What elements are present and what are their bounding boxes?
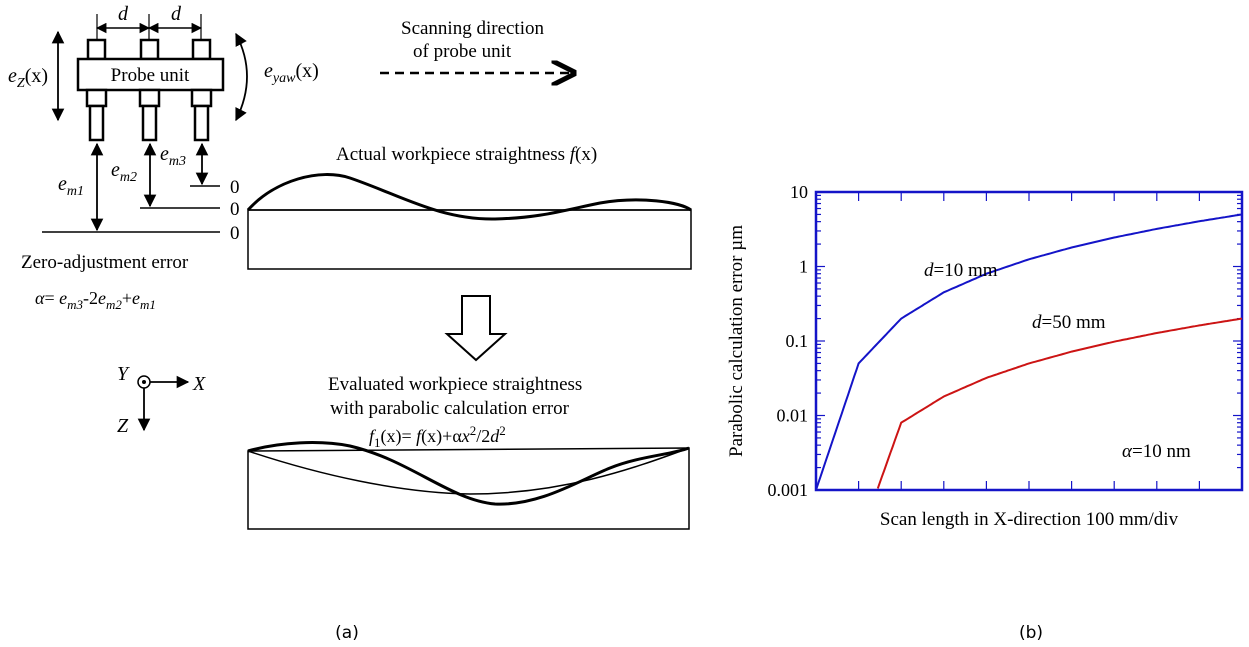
y-axis-label: Parabolic calculation error µm (726, 225, 747, 457)
scan-direction-line1: Scanning direction (401, 18, 544, 39)
probe-unit-label: Probe unit (111, 65, 190, 86)
zero-adjustment-arrows: 0 0 0 em1 em2 em3 (42, 142, 240, 244)
y-tick-labels: 10 1 0.1 0.01 0.001 (768, 182, 809, 500)
y-tick-label: 10 (790, 182, 808, 202)
evaluated-label-line1: Evaluated workpiece straightness (328, 374, 582, 395)
em3-label: em3 (160, 143, 186, 169)
alpha-annotation: α=10 nm (1122, 441, 1191, 462)
caption-b: (b) (1019, 623, 1043, 643)
ez-error: eZ(x) (8, 30, 65, 122)
actual-straightness-label: Actual workpiece straightness f(x) (336, 144, 597, 165)
ez-label: eZ(x) (8, 65, 48, 91)
transform-arrow-icon (444, 295, 508, 362)
y-tick-label: 0.1 (786, 331, 809, 351)
probe-3 (193, 104, 210, 142)
probe-unit: Probe unit (76, 38, 225, 142)
y-tick-label: 0.01 (777, 406, 809, 426)
scan-direction-line2: of probe unit (413, 41, 512, 62)
parabola-curve (247, 447, 690, 495)
y-tick-label: 1 (799, 257, 808, 277)
series-layer (815, 213, 1243, 491)
pitch-label-2: d (171, 3, 182, 25)
actual-workpiece (246, 173, 692, 270)
series-label-d10: d=10 mm (924, 260, 998, 281)
y-tick-label: 0.001 (768, 480, 809, 500)
evaluated-formula: f1(x)= f(x)+αx2/2d2 (369, 423, 506, 450)
panel-b: 10 1 0.1 0.01 0.001 Parabolic calculation er… (726, 182, 1244, 643)
zero-label-3: 0 (230, 177, 240, 198)
panel-a: Probe unit d d eZ(x) eyaw(x) (8, 3, 692, 643)
series-label-d50: d=50 mm (1032, 312, 1106, 333)
alpha-formula: α= em3-2em2+em1 (35, 288, 156, 312)
axis-y-label: Y (117, 363, 130, 385)
eyaw-error: eyaw(x) (235, 32, 319, 122)
probe-1 (88, 104, 105, 142)
eyaw-label: eyaw(x) (264, 60, 319, 86)
em1-label: em1 (58, 173, 84, 199)
zero-label-1: 0 (230, 223, 240, 244)
actual-profile-curve (246, 173, 692, 221)
x-axis-label: Scan length in X-direction 100 mm/div (880, 509, 1179, 530)
series-d10-line (815, 213, 1243, 491)
zero-adjustment-label: Zero-adjustment error (21, 252, 189, 273)
pitch-label-1: d (118, 3, 129, 25)
evaluated-profile-curve (247, 441, 690, 506)
caption-a: (a) (335, 623, 359, 643)
em2-label: em2 (111, 159, 137, 185)
probe-2 (141, 104, 158, 142)
axis-x-label: X (192, 373, 206, 395)
evaluated-workpiece (247, 441, 690, 530)
series-d50-line (876, 317, 1243, 489)
zero-label-2: 0 (230, 199, 240, 220)
scan-direction: Scanning direction of probe unit (380, 18, 574, 73)
pitch-dimension: d d (95, 3, 203, 40)
axis-z-label: Z (117, 415, 129, 437)
coordinate-axes: Y X Z (117, 363, 206, 437)
evaluated-label-line2: with parabolic calculation error (330, 398, 570, 419)
